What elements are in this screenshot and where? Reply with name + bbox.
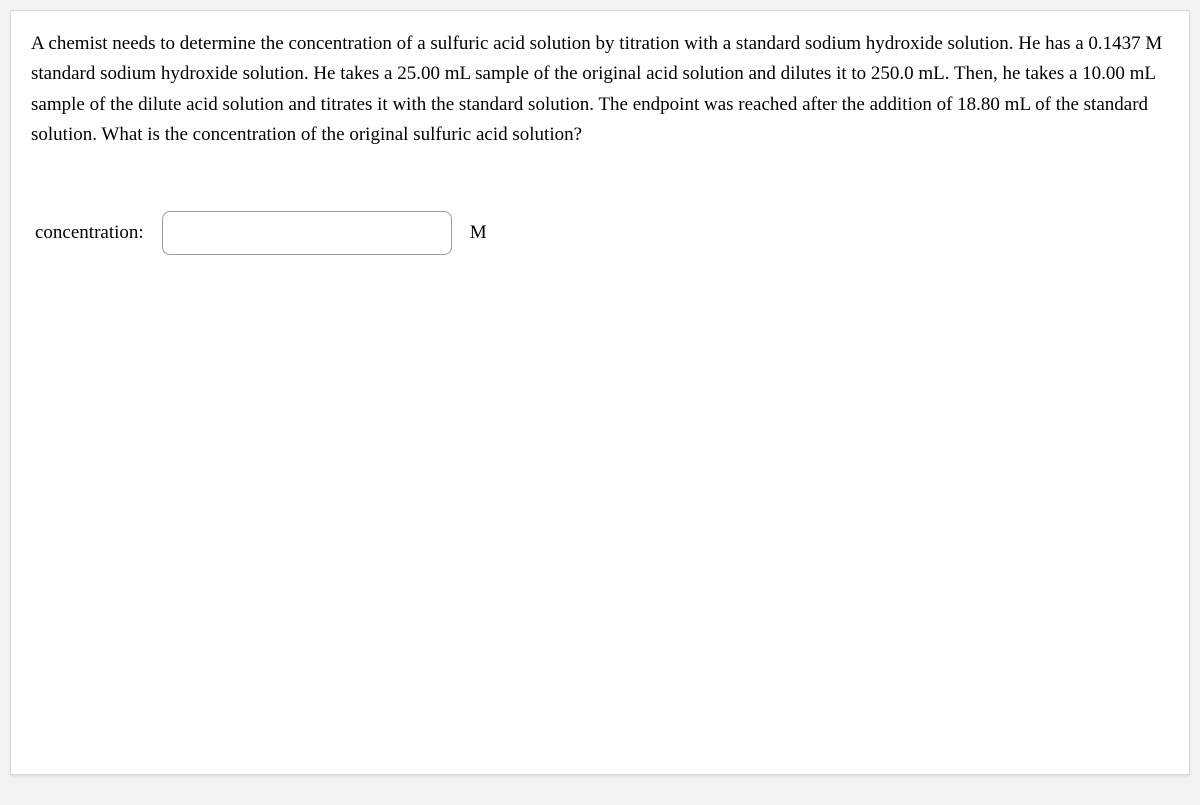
answer-row: concentration: M: [31, 211, 1169, 255]
answer-label: concentration:: [35, 222, 144, 244]
concentration-input[interactable]: [162, 211, 452, 255]
question-card: A chemist needs to determine the concent…: [10, 10, 1190, 775]
answer-unit: M: [470, 222, 487, 244]
question-text: A chemist needs to determine the concent…: [31, 29, 1169, 151]
